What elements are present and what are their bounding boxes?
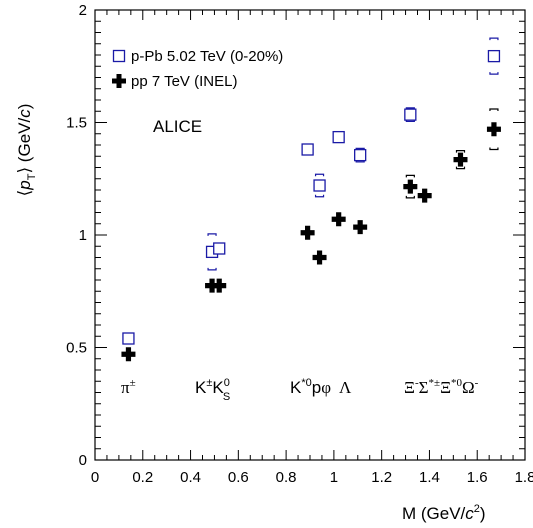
ppb-point xyxy=(404,108,417,121)
x-tick-label: 1 xyxy=(330,469,338,486)
y-tick-label: 1.5 xyxy=(66,115,87,132)
pp-point xyxy=(212,278,227,293)
pp-point xyxy=(300,225,315,240)
pp-point xyxy=(486,122,501,137)
ppb-point xyxy=(213,242,226,255)
pp-point xyxy=(403,179,418,194)
pp-point xyxy=(205,278,220,293)
x-tick-label: 1.8 xyxy=(515,469,533,486)
ppb-point xyxy=(122,332,135,345)
syst-bracket xyxy=(405,174,415,199)
syst-bracket xyxy=(489,108,499,151)
particle-labels: π± K±K0 S K*0pφ Λ Ξ-Σ*±Ξ*0Ω- xyxy=(121,377,479,403)
legend-label-ppb: p-Pb 5.02 TeV (0-20%) xyxy=(131,48,283,65)
ppb-point xyxy=(313,179,326,192)
x-axis-title: M (GeV/c2) xyxy=(402,503,486,523)
particle-label-kaons: K±K0 S xyxy=(195,377,230,403)
y-tick-label: 0 xyxy=(79,452,87,469)
pp-point xyxy=(331,212,346,227)
alice-annotation: ALICE xyxy=(153,117,202,136)
ppb-point xyxy=(487,49,501,63)
legend-marker-pp xyxy=(112,74,126,88)
pp-point xyxy=(121,347,136,362)
syst-bracket xyxy=(455,150,466,170)
x-tick-label: 1.4 xyxy=(419,469,440,486)
syst-bracket xyxy=(314,173,325,198)
syst-bracket xyxy=(489,37,499,75)
x-tick-label: 0.4 xyxy=(180,469,201,486)
x-tick-label: 0 xyxy=(91,469,99,486)
x-tick-label: 0.2 xyxy=(132,469,153,486)
data-markers xyxy=(121,37,501,362)
pp-point xyxy=(417,188,432,203)
legend: p-Pb 5.02 TeV (0-20%) pp 7 TeV (INEL) xyxy=(112,48,283,90)
pp-point xyxy=(453,152,468,167)
particle-label-multistrange: Ξ-Σ*±Ξ*0Ω- xyxy=(404,377,479,397)
legend-label-pp: pp 7 TeV (INEL) xyxy=(131,73,237,90)
y-tick-label: 0.5 xyxy=(66,340,87,357)
y-tick-label: 2 xyxy=(79,2,87,19)
x-tick-label: 0.8 xyxy=(276,469,297,486)
x-tick-label: 0.6 xyxy=(228,469,249,486)
legend-marker-ppb xyxy=(112,49,126,63)
axes: 0 0.2 0.4 0.6 0.8 1 1.2 1.4 1.6 1.8 0 0.5 1 1.5 2 xyxy=(66,2,533,486)
y-tick-label: 1 xyxy=(79,227,87,244)
pp-point xyxy=(312,250,327,265)
ppb-point xyxy=(354,148,367,162)
x-tick-label: 1.6 xyxy=(467,469,488,486)
y-axis-title: ⟨pT⟩ (GeV/c) xyxy=(15,104,38,197)
syst-bracket xyxy=(207,233,217,271)
particle-label-pion: π± xyxy=(121,377,136,397)
pp-point xyxy=(353,220,368,235)
particle-label-kstar-p-phi-lambda: K*0pφ Λ xyxy=(290,377,352,397)
ppb-point xyxy=(332,130,345,144)
ppb-point xyxy=(301,143,314,156)
x-tick-label: 1.2 xyxy=(371,469,392,486)
